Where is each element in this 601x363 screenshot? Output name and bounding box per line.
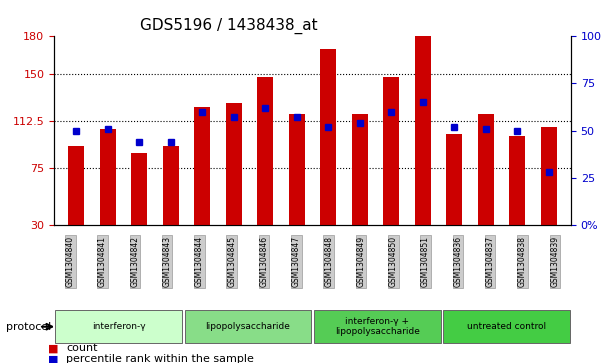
Bar	[478, 114, 494, 225]
Text: GSM1304838: GSM1304838	[518, 236, 527, 287]
Bar	[289, 114, 305, 225]
Text: GSM1304849: GSM1304849	[356, 236, 365, 287]
Bar	[257, 77, 273, 225]
Text: GSM1304847: GSM1304847	[292, 236, 301, 287]
Text: GSM1304845: GSM1304845	[227, 236, 236, 287]
Text: interferon-γ: interferon-γ	[92, 322, 145, 331]
Text: GSM1304839: GSM1304839	[551, 236, 560, 287]
Bar	[383, 77, 399, 225]
Text: ■: ■	[48, 354, 58, 363]
Text: GSM1304837: GSM1304837	[486, 236, 495, 287]
Text: protocol: protocol	[6, 322, 51, 332]
Text: GSM1304843: GSM1304843	[163, 236, 172, 287]
Text: GSM1304842: GSM1304842	[130, 236, 139, 287]
Bar	[131, 153, 147, 225]
Bar	[226, 103, 242, 225]
Bar	[320, 49, 336, 225]
Text: GSM1304844: GSM1304844	[195, 236, 204, 287]
Bar	[100, 130, 115, 225]
Bar	[69, 146, 84, 225]
Text: GSM1304851: GSM1304851	[421, 236, 430, 287]
Text: GSM1304841: GSM1304841	[98, 236, 107, 287]
Bar	[194, 107, 210, 225]
Text: GSM1304840: GSM1304840	[66, 236, 75, 287]
Text: GSM1304836: GSM1304836	[453, 236, 462, 287]
Text: count: count	[66, 343, 97, 354]
Bar	[541, 127, 557, 225]
Bar	[163, 146, 178, 225]
Bar	[415, 34, 431, 225]
Text: ■: ■	[48, 343, 58, 354]
Text: GSM1304850: GSM1304850	[389, 236, 398, 287]
Text: GDS5196 / 1438438_at: GDS5196 / 1438438_at	[139, 18, 317, 34]
Bar	[510, 136, 525, 225]
Bar	[447, 134, 462, 225]
Bar	[352, 114, 368, 225]
Text: lipopolysaccharide: lipopolysaccharide	[206, 322, 290, 331]
Text: untreated control: untreated control	[467, 322, 546, 331]
Text: GSM1304846: GSM1304846	[260, 236, 269, 287]
Text: GSM1304848: GSM1304848	[324, 236, 333, 287]
Text: interferon-γ +
lipopolysaccharide: interferon-γ + lipopolysaccharide	[335, 317, 419, 337]
Text: percentile rank within the sample: percentile rank within the sample	[66, 354, 254, 363]
